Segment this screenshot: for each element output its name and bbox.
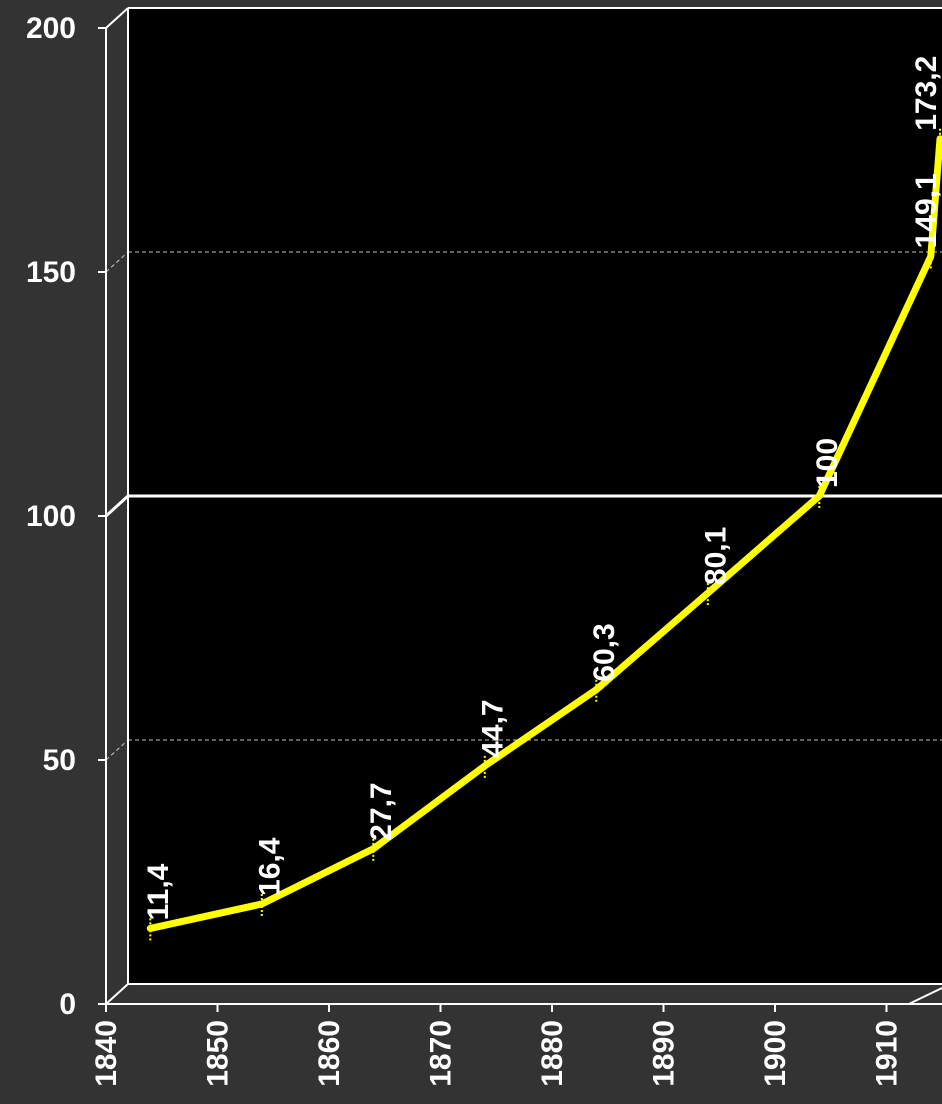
data-label-1842: 11,4 (142, 863, 175, 920)
top-depth-edge (105, 7, 129, 29)
x-axis-ticks: 1840 1850 1860 1870 1880 1890 1900 1910 (90, 1004, 903, 1087)
x-tick-label-1850: 1850 (201, 1020, 234, 1087)
data-label-1862: 27,7 (365, 782, 398, 840)
y-axis-ticks: 0 50 100 150 200 (26, 12, 106, 1021)
data-label-1882: 60,3 (588, 623, 621, 681)
data-label-1912: 149,1 (910, 173, 942, 248)
y-tick-label-200: 200 (26, 12, 76, 45)
y-tick-label-150: 150 (26, 256, 76, 289)
data-label-1902: 100 (811, 438, 844, 488)
y-tick-label-0: 0 (59, 988, 76, 1021)
x-tick-label-1900: 1900 (759, 1020, 792, 1087)
data-label-1915: 173,2 (910, 56, 942, 131)
series-layer (146, 128, 942, 943)
x-tick-label-1870: 1870 (424, 1020, 457, 1087)
x-tick-label-1910: 1910 (870, 1020, 903, 1087)
y-tick-label-50: 50 (43, 744, 76, 777)
x-tick-label-1890: 1890 (647, 1020, 680, 1087)
data-labels: 11,4 16,4 27,7 44,7 60,3 80,1 100 149,1 173,2 (142, 56, 942, 921)
bottom-depth-edge-left (105, 983, 129, 1005)
data-label-1892: 80,1 (700, 527, 733, 585)
x-tick-label-1860: 1860 (313, 1020, 346, 1087)
gridline-depth-150 (105, 251, 129, 273)
bottom-depth-edge-right (908, 987, 942, 1005)
gridline-depth-100 (104, 494, 130, 518)
grid-layer (104, 251, 942, 761)
y-tick-label-100: 100 (26, 500, 76, 533)
data-label-1852: 16,4 (254, 837, 287, 896)
x-tick-label-1840: 1840 (90, 1020, 123, 1087)
data-label-1872: 44,7 (477, 699, 510, 757)
x-tick-label-1880: 1880 (536, 1020, 569, 1087)
gridline-depth-50 (105, 739, 129, 761)
